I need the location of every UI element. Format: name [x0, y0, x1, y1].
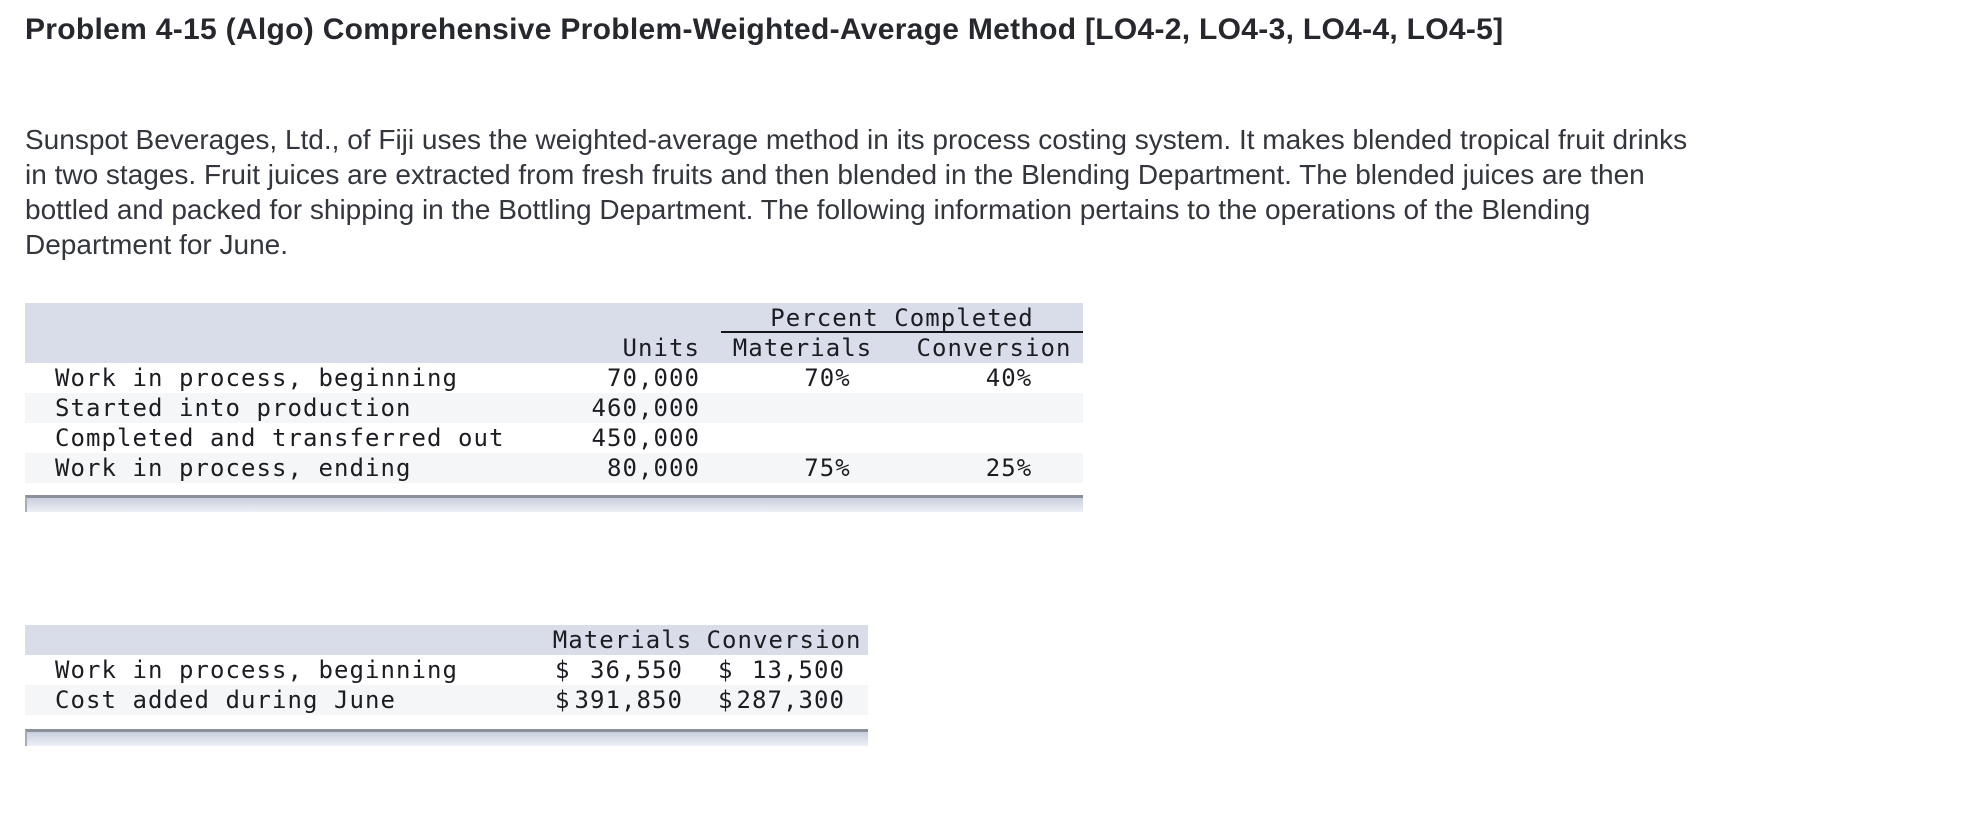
percent-completed-group-header: Percent Completed [700, 303, 1083, 333]
conversion-pct-value [905, 393, 1083, 423]
amount: 391,850 [574, 686, 683, 714]
table-row: Work in process, beginning $ 36,550 $ 13… [25, 655, 868, 685]
materials-pct-value [700, 423, 905, 453]
conversion-column-header: Conversion [916, 334, 1072, 362]
page-title: Problem 4-15 (Algo) Comprehensive Proble… [25, 13, 1504, 46]
units-value: 80,000 [607, 454, 700, 482]
horizontal-scrollbar[interactable] [25, 729, 868, 746]
row-label: Cost added during June [55, 686, 396, 714]
row-label: Started into production [55, 394, 412, 422]
currency-symbol: $ [555, 656, 571, 684]
table-row: Work in process, ending 80,000 75% 25% [25, 453, 1083, 483]
spacer-cell [25, 625, 545, 655]
amount: 13,500 [752, 656, 845, 684]
table-row: Completed and transferred out 450,000 [25, 423, 1083, 453]
conversion-cost-value: $ 13,500 [700, 655, 868, 685]
row-label: Completed and transferred out [55, 424, 505, 452]
cost-table-header-row: Materials Conversion [25, 625, 868, 655]
materials-column-header: Materials [552, 626, 693, 654]
materials-pct-value [700, 393, 905, 423]
conversion-pct-value [905, 423, 1083, 453]
units-table: Percent Completed Units Materials Conver… [25, 303, 1083, 483]
table-row: Cost added during June $ 391,850 $ 287,3… [25, 685, 868, 715]
conversion-cost-value: $ 287,300 [700, 685, 868, 715]
table-row: Started into production 460,000 [25, 393, 1083, 423]
amount: 36,550 [590, 656, 683, 684]
table-row: Work in process, beginning 70,000 70% 40… [25, 363, 1083, 393]
units-value: 450,000 [591, 424, 700, 452]
row-label: Work in process, beginning [55, 656, 458, 684]
units-value: 460,000 [591, 394, 700, 422]
amount: 287,300 [736, 686, 845, 714]
row-label: Work in process, beginning [55, 364, 458, 392]
spacer-cell [25, 333, 562, 363]
conversion-pct-value: 40% [985, 364, 1033, 392]
spacer-cell [25, 303, 700, 333]
cost-table: Materials Conversion Work in process, be… [25, 625, 868, 715]
currency-symbol: $ [718, 686, 734, 714]
currency-symbol: $ [718, 656, 734, 684]
units-value: 70,000 [607, 364, 700, 392]
problem-description: Sunspot Beverages, Ltd., of Fiji uses th… [25, 124, 1688, 260]
materials-pct-value: 70% [804, 364, 851, 392]
materials-cost-value: $ 391,850 [545, 685, 700, 715]
percent-completed-label: Percent Completed [721, 303, 1083, 333]
materials-column-header: Materials [732, 334, 873, 362]
units-table-column-header-row: Units Materials Conversion [25, 333, 1083, 363]
currency-symbol: $ [555, 686, 571, 714]
conversion-pct-value: 25% [985, 454, 1033, 482]
row-label: Work in process, ending [55, 454, 412, 482]
materials-cost-value: $ 36,550 [545, 655, 700, 685]
units-column-header: Units [622, 334, 700, 362]
conversion-column-header: Conversion [706, 626, 862, 654]
materials-pct-value: 75% [804, 454, 851, 482]
units-table-group-header-row: Percent Completed [25, 303, 1083, 333]
horizontal-scrollbar[interactable] [25, 495, 1083, 512]
